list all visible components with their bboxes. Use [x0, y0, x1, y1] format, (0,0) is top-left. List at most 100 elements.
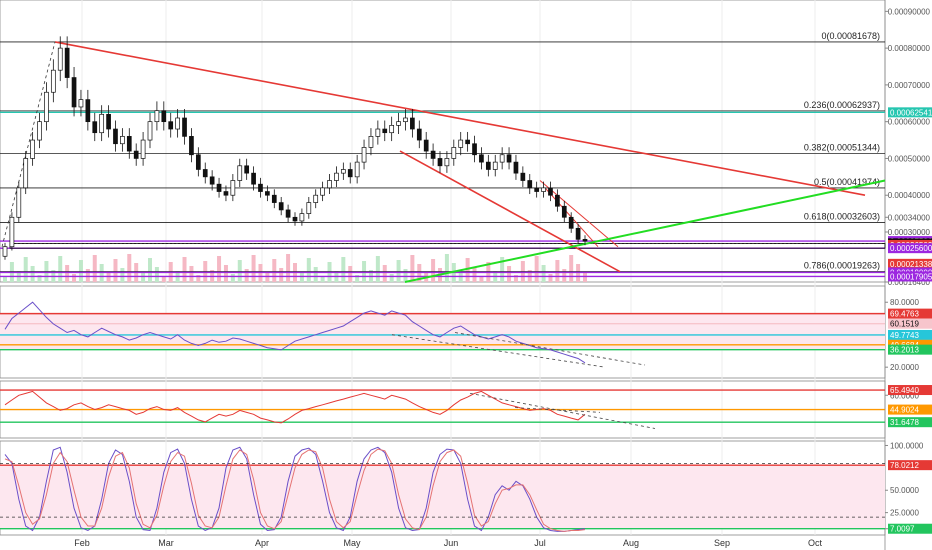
volume-bar	[306, 258, 311, 282]
candle-body	[361, 147, 367, 163]
volume-bar	[513, 275, 518, 282]
volume-bar	[23, 257, 28, 282]
volume-bar	[382, 265, 387, 282]
candle-body	[16, 187, 22, 218]
candle-body	[313, 194, 319, 203]
candle-body	[106, 113, 111, 130]
volume-bar	[341, 257, 346, 282]
volume-bar	[72, 274, 77, 282]
price-tick-label: 0.00070000	[888, 81, 931, 90]
stochastic-tick-label: 25.0000	[890, 509, 919, 518]
candle-body	[368, 136, 374, 148]
volume-bar	[444, 254, 449, 282]
fib-level-label: 0.618(0.00032603)	[804, 211, 880, 221]
candle-body	[195, 154, 201, 170]
rsi-trend-dashed	[454, 332, 646, 366]
candle-body	[133, 150, 139, 159]
price-tag-label: 0.00017905	[890, 272, 932, 281]
volume-bar	[265, 273, 270, 282]
candle-body	[182, 117, 187, 137]
candle-body	[292, 216, 298, 222]
volume-bar	[272, 259, 277, 282]
rsi-level-tag	[888, 318, 932, 329]
candle-body	[423, 139, 429, 152]
stochastic-band	[0, 465, 885, 529]
candle-body	[189, 136, 194, 156]
oscillator-trend-dashed	[514, 407, 601, 413]
rsi-band	[0, 313, 885, 350]
candle-body	[347, 169, 353, 178]
candle-body	[57, 47, 63, 71]
volume-bar	[348, 266, 353, 282]
candle-body	[244, 165, 250, 174]
volume-bar	[389, 274, 394, 282]
volume-bar	[507, 266, 512, 282]
candle-body	[306, 202, 312, 214]
candle-body	[430, 150, 436, 159]
candle-body	[416, 128, 422, 141]
red-trendline-channel	[399, 150, 621, 273]
price-tag-box	[888, 258, 932, 269]
candle-body	[465, 139, 470, 145]
candle-body	[568, 216, 574, 229]
volume-bar	[320, 276, 325, 282]
fib-level-label: 0.786(0.00019263)	[804, 260, 880, 270]
volume-bar	[217, 256, 222, 282]
rsi-level-label: 49.7743	[890, 331, 919, 340]
candle-body	[299, 213, 305, 222]
candle-body	[389, 124, 395, 134]
volume-bar	[569, 255, 574, 282]
rsi-tick-label: 20.0000	[890, 363, 919, 372]
volume-bar	[583, 273, 587, 282]
candle-body	[479, 154, 484, 163]
rsi-level-tag	[888, 329, 932, 340]
candle-body	[251, 172, 256, 185]
panel-frame-1	[0, 0, 886, 283]
candle-body	[582, 238, 588, 242]
volume-bar	[161, 276, 166, 282]
oscillator-level-tag	[888, 385, 932, 396]
volume-bar	[355, 275, 360, 282]
candle-body	[382, 128, 388, 134]
candle-body	[202, 169, 208, 178]
candle-body	[175, 117, 180, 130]
volume-bar	[375, 256, 380, 282]
candle-body	[403, 117, 408, 123]
x-tick-label: Apr	[255, 538, 269, 548]
candle-body	[575, 227, 581, 240]
candle-body	[561, 205, 567, 218]
candle-body	[506, 154, 512, 163]
red-trendline-top	[54, 41, 866, 197]
volume-bar	[313, 267, 318, 282]
candle-body	[50, 69, 56, 93]
x-tick-label: Sep	[714, 538, 730, 548]
candle-body	[78, 99, 84, 108]
volume-bar	[58, 256, 63, 282]
volume-bar	[534, 256, 539, 282]
candle-body	[327, 180, 332, 189]
rsi-tick-label: 80.0000	[890, 298, 919, 307]
x-tick-label: Oct	[808, 538, 823, 548]
fib-level-label: 0.382(0.00051344)	[804, 143, 880, 153]
price-tick-label: 0.00060000	[888, 118, 931, 127]
price-tick-label: 0.00034000	[888, 213, 931, 222]
volume-bar	[196, 275, 201, 282]
volume-bar	[244, 269, 249, 282]
volume-bar	[189, 266, 194, 282]
price-tick-label: 0.00030000	[888, 228, 931, 237]
rsi-level-label: 60.1519	[890, 320, 919, 329]
candle-body	[216, 183, 222, 192]
candle-body	[85, 99, 91, 123]
candle-body	[499, 154, 505, 163]
candle-body	[44, 91, 49, 123]
oscillator-level-label: 31.6478	[890, 418, 919, 427]
candle-body	[168, 121, 174, 130]
candle-body	[396, 121, 401, 126]
stochastic-level-label: 7.0097	[890, 525, 915, 534]
oscillator-level-tag	[888, 417, 932, 428]
candle-body	[37, 121, 42, 141]
oscillator-level-label: 44.9024	[890, 406, 919, 415]
candle-body	[92, 121, 98, 134]
x-tick-label: Aug	[623, 538, 639, 548]
